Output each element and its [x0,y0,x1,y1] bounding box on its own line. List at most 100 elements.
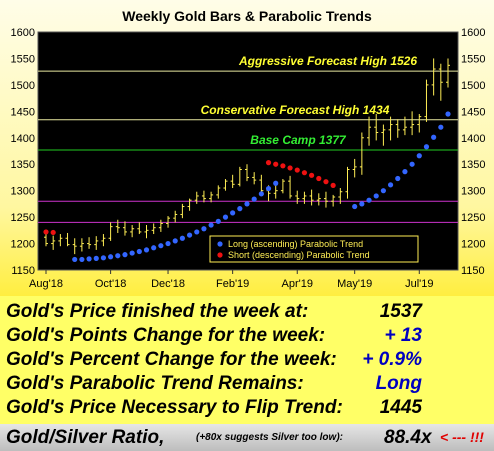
long-trend-point [438,124,444,130]
price-label: Gold's Price finished the week at: [6,301,309,322]
long-trend-point [100,255,107,261]
long-trend-point [431,134,437,140]
short-trend-point [280,163,286,169]
y-tick-left: 1400 [11,133,35,145]
long-trend-point [230,210,236,216]
points-change-value: + 13 [384,325,422,346]
flip-price-value: 1445 [379,397,422,418]
x-tick-label: May'19 [337,278,372,290]
long-trend-point [445,111,451,117]
long-trend-point [122,252,128,258]
y-tick-right: 1550 [461,53,485,65]
long-trend-point [258,191,264,197]
percent-change-value: + 0.9% [362,349,422,370]
level-label: Base Camp 1377 [250,133,347,147]
y-tick-left: 1300 [11,186,35,198]
short-trend-point [265,160,272,166]
long-trend-point [136,248,142,255]
gold-silver-ratio-row: Gold/Silver Ratio, (+80x suggests Silver… [0,424,494,451]
trend-label: Gold's Parabolic Trend Remains: [6,373,304,394]
x-tick-label: Apr'19 [282,278,313,290]
y-tick-left: 1600 [11,27,35,39]
long-trend-point [402,169,408,175]
long-trend-point [409,161,415,167]
long-trend-point [108,254,114,260]
y-tick-right: 1250 [461,212,485,224]
y-tick-right: 1450 [461,106,485,118]
ratio-label: Gold/Silver Ratio, [6,427,165,448]
level-label: Conservative Forecast High 1434 [201,103,390,117]
y-tick-left: 1550 [11,53,35,65]
long-trend-point [151,245,157,251]
long-trend-point [366,197,372,203]
long-trend-point [373,193,379,199]
long-trend-point [222,214,229,220]
points-change-row: Gold's Points Change for the week: + 13 [0,324,494,348]
long-trend-point [208,222,214,228]
long-trend-point [395,175,401,182]
long-trend-point [165,240,171,247]
short-trend-point [294,167,300,173]
y-tick-right: 1300 [461,186,485,198]
price-row: Gold's Price finished the week at: 1537 [0,300,494,324]
long-trend-point [380,188,386,194]
long-trend-point [387,182,394,188]
flip-price-row: Gold's Price Necessary to Flip Trend: 14… [0,396,494,420]
x-tick-label: Dec'18 [151,278,185,290]
long-trend-point [359,201,365,207]
x-tick-label: Aug'18 [29,278,63,290]
gold-chart: Weekly Gold Bars & Parabolic Trends 1150 1… [11,8,486,290]
short-trend-point [287,165,293,171]
y-tick-right: 1500 [461,80,485,92]
legend-long-marker [217,241,223,247]
short-trend-point [273,161,279,167]
short-trend-point [309,172,315,178]
y-tick-left: 1350 [11,159,35,171]
legend-box [209,235,419,263]
y-tick-right: 1400 [461,133,485,145]
long-trend-point [115,253,121,259]
long-trend-point [251,196,257,202]
flip-price-label: Gold's Price Necessary to Flip Trend: [6,397,343,418]
y-tick-left: 1500 [11,80,35,92]
short-trend-point [43,229,49,235]
long-trend-point [194,229,200,235]
long-trend-point [172,238,178,244]
y-tick-right: 1150 [461,265,485,277]
ratio-value: 88.4x [384,427,432,448]
percent-change-label: Gold's Percent Change for the week: [6,349,337,370]
y-tick-right: 1600 [461,27,485,39]
short-trend-point [301,170,308,176]
level-label: Aggressive Forecast High 1526 [238,54,417,68]
price-value: 1537 [379,301,422,322]
long-trend-point [93,255,99,261]
x-tick-label: Feb'19 [216,278,249,290]
long-trend-point [143,247,150,253]
short-trend-point [316,175,322,182]
trend-value: Long [375,373,422,394]
legend-long-label: Long (ascending) Parabolic Trend [228,239,363,249]
long-trend-point [179,235,185,241]
chart-title: Weekly Gold Bars & Parabolic Trends [122,8,372,24]
percent-change-row: Gold's Percent Change for the week: + 0.… [0,348,494,372]
short-trend-point [323,179,329,185]
y-tick-left: 1150 [11,265,35,277]
long-trend-point [72,256,78,263]
x-tick-label: Oct'18 [95,278,126,290]
long-trend-point [186,232,193,238]
short-trend-point [330,182,336,188]
long-trend-point [158,243,164,249]
chart-area: Weekly Gold Bars & Parabolic Trends 1150 1… [0,0,494,296]
long-trend-point [265,185,272,192]
y-tick-right: 1350 [461,159,485,171]
trend-row: Gold's Parabolic Trend Remains: Long [0,372,494,396]
ratio-note: (+80x suggests Silver too low): [196,432,343,443]
long-trend-point [273,180,279,186]
ratio-arrow: < --- !!! [440,429,484,445]
legend-short-marker [217,252,223,258]
legend-short-label: Short (descending) Parabolic Trend [228,250,370,260]
x-tick-label: Jul'19 [405,278,433,290]
y-tick-left: 1450 [11,106,35,118]
long-trend-point [129,250,135,256]
long-trend-point [244,201,250,207]
